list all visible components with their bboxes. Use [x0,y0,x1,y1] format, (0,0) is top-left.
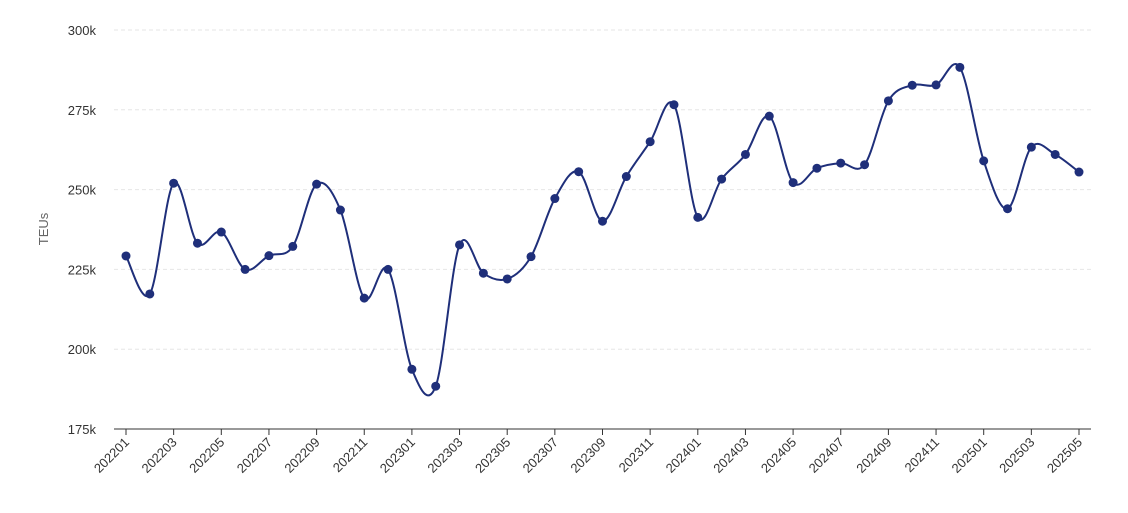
series-layer [121,62,1084,397]
y-axis-title: TEUs [36,212,51,245]
x-tick-label: 202305 [472,435,513,476]
x-tick-label: 202303 [424,435,465,476]
data-point[interactable] [1003,204,1013,214]
x-tick-label: 202405 [758,435,799,476]
data-point[interactable] [264,251,274,261]
y-tick-label: 200k [68,342,97,357]
data-point[interactable] [812,163,822,173]
data-point[interactable] [955,62,965,72]
data-point[interactable] [717,174,727,184]
data-point[interactable] [407,364,417,374]
grid-layer [114,29,1091,350]
x-tick-label: 202403 [710,435,751,476]
data-point[interactable] [240,264,250,274]
data-point[interactable] [216,227,226,237]
data-point[interactable] [383,264,393,274]
y-tick-label: 225k [68,262,97,277]
x-tick-label: 202201 [91,435,132,476]
x-tick-label: 202301 [377,435,418,476]
data-point[interactable] [621,172,631,182]
data-point[interactable] [359,293,369,303]
data-point[interactable] [1050,149,1060,159]
x-tick-label: 202203 [138,435,179,476]
x-tick-label: 202209 [281,435,322,476]
x-tick-label: 202501 [949,435,990,476]
data-point[interactable] [669,100,679,110]
x-tick-label: 202311 [616,435,657,476]
data-point[interactable] [907,80,917,90]
data-point[interactable] [312,179,322,189]
data-point[interactable] [574,167,584,177]
x-tick-label: 202401 [663,435,704,476]
x-tick-label: 202503 [996,435,1037,476]
data-point[interactable] [693,212,703,222]
data-point[interactable] [455,240,465,250]
data-point[interactable] [931,80,941,90]
data-point[interactable] [478,268,488,278]
y-tick-label: 175k [68,422,97,437]
data-point[interactable] [788,178,798,188]
data-point[interactable] [335,205,345,215]
x-tick-label: 202307 [520,435,561,476]
data-point[interactable] [764,111,774,121]
data-point[interactable] [740,149,750,159]
data-point[interactable] [645,137,655,147]
x-tick-label: 202407 [806,435,847,476]
x-tick-label: 202411 [902,435,943,476]
x-tick-label: 202207 [234,435,275,476]
data-point[interactable] [145,289,155,299]
data-point[interactable] [121,251,131,261]
data-point[interactable] [550,194,560,204]
data-point[interactable] [979,156,989,166]
data-point[interactable] [1026,142,1036,152]
series-line [125,63,1080,397]
data-point[interactable] [836,158,846,168]
data-point[interactable] [1074,167,1084,177]
data-point[interactable] [431,381,441,391]
data-point[interactable] [860,160,870,170]
x-tick-label: 202309 [567,435,608,476]
data-point[interactable] [526,252,536,262]
x-tick-label: 202205 [186,435,227,476]
y-tick-label: 275k [68,103,97,118]
x-tick-label: 202409 [853,435,894,476]
x-tick-label: 202505 [1044,435,1085,476]
data-point[interactable] [288,241,298,251]
data-point[interactable] [598,216,607,226]
x-tick-label: 202211 [330,435,371,476]
data-point[interactable] [169,178,179,188]
data-point[interactable] [883,96,893,106]
y-tick-label: 300k [68,23,97,38]
data-point[interactable] [502,274,512,284]
y-tick-label: 250k [68,183,97,198]
data-point[interactable] [192,238,202,248]
